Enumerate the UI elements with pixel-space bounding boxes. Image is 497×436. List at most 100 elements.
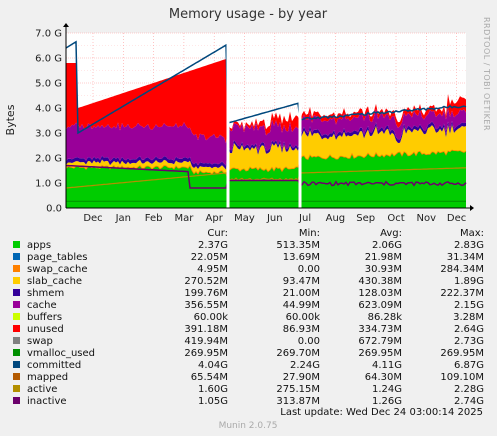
x-tick-label: Feb <box>145 213 163 224</box>
legend-value: 275.15M <box>276 384 320 395</box>
legend-swatch <box>13 361 20 368</box>
legend-value: 623.09M <box>358 300 402 311</box>
legend-name: buffers <box>27 312 62 323</box>
y-tick-label: 1.0 G <box>35 179 62 190</box>
legend-name: active <box>27 384 57 395</box>
x-tick-label: Jul <box>298 213 311 224</box>
data-gap <box>298 33 302 208</box>
legend-value: 128.03M <box>358 288 402 299</box>
legend-name: slab_cache <box>27 276 82 287</box>
line-active <box>65 167 467 189</box>
legend-value: 2.06G <box>372 240 402 251</box>
x-tick-label: May <box>234 213 255 224</box>
legend-swatch <box>13 397 20 404</box>
legend-name: inactive <box>27 396 67 407</box>
line-committed <box>65 40 467 135</box>
legend-value: 4.95M <box>197 264 228 275</box>
legend-value: 4.11G <box>372 360 402 371</box>
legend-name: committed <box>27 360 81 371</box>
legend-name: unused <box>27 324 64 335</box>
legend-header: Min: <box>299 228 320 239</box>
legend-swatch <box>13 253 20 260</box>
legend-value: 269.95M <box>358 348 402 359</box>
series-lines <box>65 33 467 208</box>
y-axis-label: Bytes <box>4 104 17 135</box>
legend-value: 2.73G <box>454 336 484 347</box>
legend-value: 270.52M <box>184 276 228 287</box>
legend-header: Avg: <box>380 228 402 239</box>
last-update: Last update: Wed Dec 24 03:00:14 2025 <box>280 407 483 418</box>
x-tick-label: Dec <box>83 213 102 224</box>
legend-value: 2.37G <box>198 240 228 251</box>
legend-name: shmem <box>27 288 64 299</box>
legend-value: 6.87G <box>454 360 484 371</box>
legend-value: 4.04G <box>198 360 228 371</box>
y-tick-label: 7.0 G <box>35 29 62 40</box>
x-tick-label: Nov <box>417 213 437 224</box>
legend-value: 284.34M <box>440 264 484 275</box>
area-slab_cache <box>66 124 466 175</box>
legend-value: 430.38M <box>358 276 402 287</box>
legend-value: 60.00k <box>194 312 229 323</box>
legend-value: 64.30M <box>365 372 402 383</box>
legend-value: 0.00 <box>298 264 320 275</box>
legend-swatch <box>13 277 20 284</box>
x-axis-arrow <box>470 205 474 211</box>
legend-value: 93.47M <box>283 276 320 287</box>
legend-value: 60.00k <box>286 312 321 323</box>
legend-name: cache <box>27 300 57 311</box>
legend-value: 21.98M <box>365 252 402 263</box>
legend-value: 513.35M <box>276 240 320 251</box>
legend-swatch <box>13 289 20 296</box>
legend-name: page_tables <box>27 252 88 263</box>
x-tick-label: Aug <box>326 213 346 224</box>
legend-value: 269.70M <box>276 348 320 359</box>
legend-swatch <box>13 337 20 344</box>
legend-swatch <box>13 385 20 392</box>
legend-value: 27.90M <box>283 372 320 383</box>
legend-swatch <box>13 349 20 356</box>
x-tick-label: Jan <box>115 213 131 224</box>
legend-value: 2.28G <box>454 384 484 395</box>
legend-name: apps <box>27 240 51 251</box>
legend-value: 1.24G <box>372 384 402 395</box>
legend-value: 419.94M <box>184 336 228 347</box>
legend-value: 65.54M <box>191 372 228 383</box>
x-tick-label: Apr <box>206 213 224 224</box>
legend-value: 2.64G <box>454 324 484 335</box>
legend-value: 3.28M <box>453 312 484 323</box>
y-tick-label: 0.0 <box>46 204 62 215</box>
legend-value: 1.05G <box>198 396 228 407</box>
legend-value: 2.74G <box>454 396 484 407</box>
legend-name: swap <box>27 336 53 347</box>
legend-value: 334.73M <box>358 324 402 335</box>
legend-value: 391.18M <box>184 324 228 335</box>
legend-value: 30.93M <box>365 264 402 275</box>
legend-value: 269.95M <box>440 348 484 359</box>
legend-value: 86.28k <box>368 312 403 323</box>
legend-value: 109.10M <box>440 372 484 383</box>
chart-title: Memory usage - by year <box>169 7 328 22</box>
y-tick-label: 6.0 G <box>35 54 62 65</box>
legend-value: 2.83G <box>454 240 484 251</box>
legend-value: 1.89G <box>454 276 484 287</box>
legend-value: 21.00M <box>283 288 320 299</box>
x-tick-label: Sep <box>356 213 375 224</box>
y-tick-label: 5.0 G <box>35 79 62 90</box>
area-cache <box>66 107 466 166</box>
data-gap <box>226 33 230 208</box>
x-tick-label: Dec <box>447 213 466 224</box>
legend-value: 44.99M <box>283 300 320 311</box>
munin-footer: Munin 2.0.75 <box>219 421 278 431</box>
area-swap_cache <box>65 149 467 175</box>
legend-value: 269.95M <box>184 348 228 359</box>
legend-value: 2.24G <box>290 360 320 371</box>
rrdtool-credit: RRDTOOL / TOBI OETIKER <box>482 17 491 131</box>
x-tick-label: Jun <box>266 213 283 224</box>
legend-value: 672.79M <box>358 336 402 347</box>
legend-swatch <box>13 301 20 308</box>
legend-value: 313.87M <box>276 396 320 407</box>
legend-value: 1.26G <box>372 396 402 407</box>
legend-value: 22.05M <box>191 252 228 263</box>
